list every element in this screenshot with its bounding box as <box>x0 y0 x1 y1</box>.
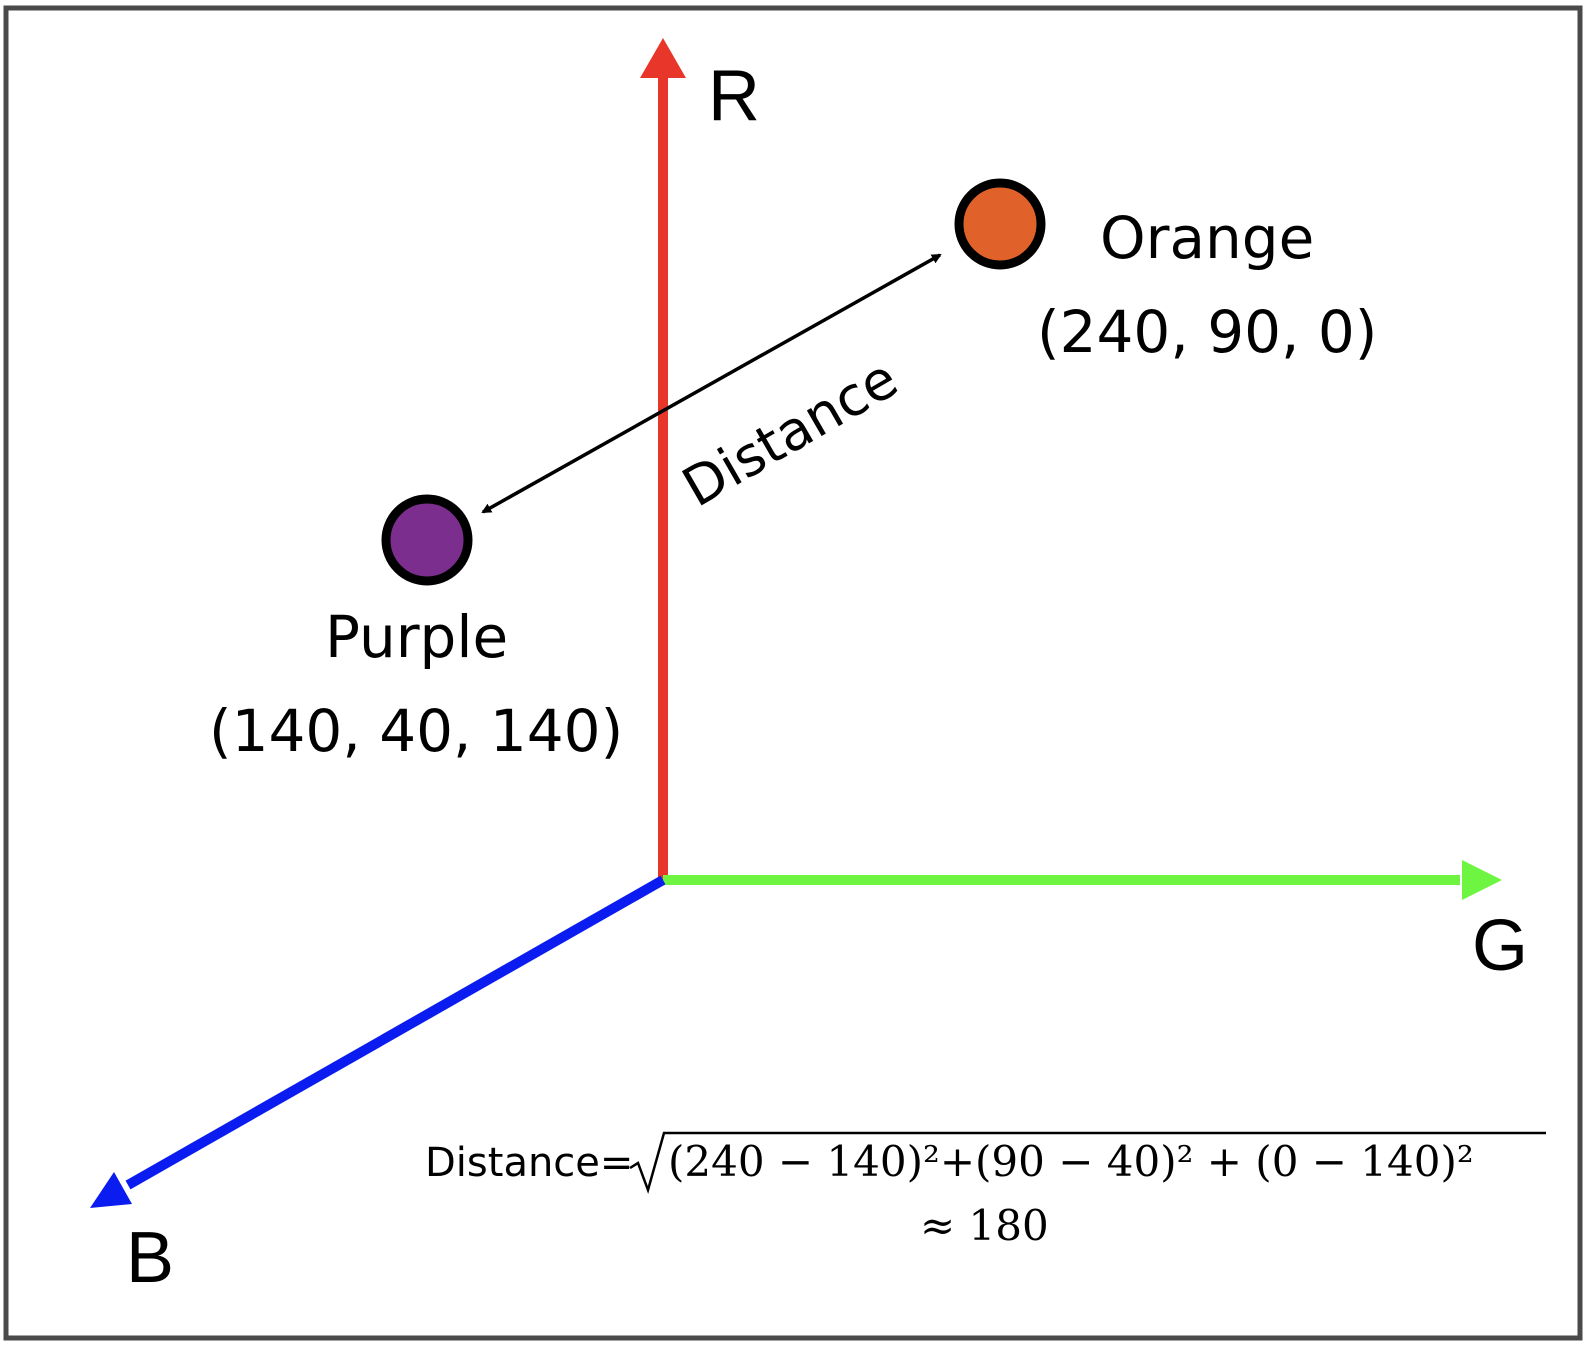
formula-expression: (240 − 140)²+(90 − 40)² + (0 − 140)² <box>668 1137 1474 1186</box>
purple-point: Purple (140, 40, 140) <box>209 494 623 765</box>
formula-result: ≈ 180 <box>920 1201 1049 1250</box>
purple-point-name: Purple <box>325 603 508 671</box>
formula-prefix: Distance= <box>425 1140 633 1186</box>
g-axis-label: G <box>1472 906 1528 986</box>
orange-point-marker <box>954 178 1046 270</box>
g-axis: G <box>663 860 1528 986</box>
distance-formula: Distance= (240 − 140)²+(90 − 40)² + (0 −… <box>425 1131 1546 1250</box>
b-axis-arrowhead <box>90 1172 132 1208</box>
b-axis-label: B <box>126 1218 174 1298</box>
orange-point-coords: (240, 90, 0) <box>1037 298 1377 366</box>
diagram-frame <box>3 5 1583 1341</box>
b-axis: B <box>90 875 666 1298</box>
r-axis-label: R <box>708 56 760 136</box>
g-axis-arrowhead <box>1462 860 1502 900</box>
r-axis-arrowhead <box>640 38 686 78</box>
purple-point-marker <box>381 494 473 586</box>
b-axis-line <box>125 875 666 1190</box>
orange-point: Orange (240, 90, 0) <box>954 178 1377 366</box>
orange-point-name: Orange <box>1100 204 1314 272</box>
distance-arrow <box>481 253 942 514</box>
formula-radical-sign <box>629 1131 1546 1195</box>
purple-point-coords: (140, 40, 140) <box>209 697 623 765</box>
